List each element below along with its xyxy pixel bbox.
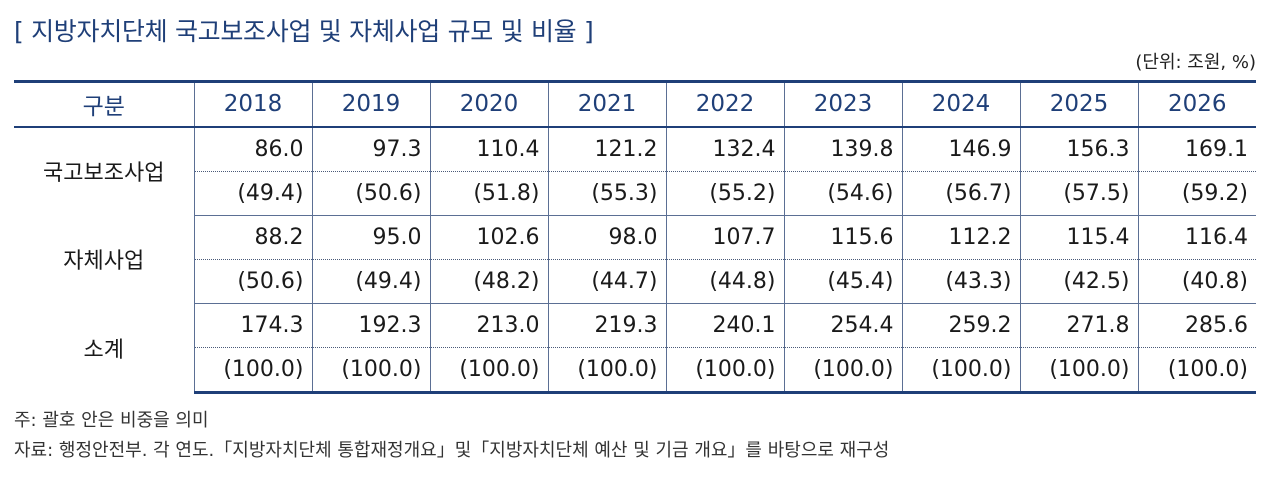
header-year: 2021: [547, 80, 666, 128]
value-cell: 271.8: [1019, 303, 1138, 348]
share-cell: (100.0): [429, 347, 548, 394]
share-cell: (54.6): [783, 171, 902, 216]
header-year: 2018: [193, 80, 312, 128]
value-cell: 110.4: [429, 126, 548, 172]
value-cell: 88.2: [193, 215, 312, 260]
value-cell: 98.0: [547, 215, 666, 260]
share-cell: (100.0): [547, 347, 666, 394]
table-title: [ 지방자치단체 국고보조사업 및 자체사업 규모 및 비율 ]: [14, 17, 594, 46]
table-row: 자체사업 88.2 95.0 102.6 98.0 107.7 115.6 11…: [14, 215, 1256, 274]
share-cell: (59.2): [1137, 171, 1256, 216]
value-cell: 132.4: [665, 126, 784, 172]
value-cell: 254.4: [783, 303, 902, 348]
table-row: (49.4) (50.6) (51.8) (55.3) (55.2) (54.6…: [14, 171, 1256, 216]
share-cell: (48.2): [429, 259, 548, 304]
value-cell: 174.3: [193, 303, 312, 348]
value-cell: 146.9: [901, 126, 1020, 172]
header-year: 2019: [311, 80, 430, 128]
share-cell: (44.7): [547, 259, 666, 304]
share-cell: (100.0): [665, 347, 784, 394]
share-cell: (100.0): [783, 347, 902, 394]
header-year: 2025: [1019, 80, 1138, 128]
value-cell: 112.2: [901, 215, 1020, 260]
share-cell: (50.6): [193, 259, 312, 304]
table-row: 국고보조사업 86.0 97.3 110.4 121.2 132.4 139.8…: [14, 126, 1256, 186]
value-cell: 139.8: [783, 126, 902, 172]
value-cell: 115.6: [783, 215, 902, 260]
share-cell: (44.8): [665, 259, 784, 304]
share-cell: (40.8): [1137, 259, 1256, 304]
value-cell: 121.2: [547, 126, 666, 172]
value-cell: 219.3: [547, 303, 666, 348]
share-cell: (51.8): [429, 171, 548, 216]
share-cell: (100.0): [311, 347, 430, 394]
share-cell: (57.5): [1019, 171, 1138, 216]
share-cell: (49.4): [193, 171, 312, 216]
share-cell: (55.3): [547, 171, 666, 216]
header-year: 2022: [665, 80, 784, 128]
value-cell: 285.6: [1137, 303, 1256, 348]
value-cell: 95.0: [311, 215, 430, 260]
share-cell: (100.0): [193, 347, 312, 394]
value-cell: 102.6: [429, 215, 548, 260]
share-cell: (49.4): [311, 259, 430, 304]
value-cell: 169.1: [1137, 126, 1256, 172]
value-cell: 192.3: [311, 303, 430, 348]
share-cell: (50.6): [311, 171, 430, 216]
value-cell: 86.0: [193, 126, 312, 172]
table-row: (50.6) (49.4) (48.2) (44.7) (44.8) (45.4…: [14, 259, 1256, 304]
share-cell: (100.0): [901, 347, 1020, 394]
header-year: 2023: [783, 80, 902, 128]
share-cell: (42.5): [1019, 259, 1138, 304]
source-text: 자료: 행정안전부. 각 연도.「지방자치단체 통합재정개요」및「지방자치단체 …: [14, 440, 890, 461]
header-year: 2026: [1137, 80, 1256, 128]
share-cell: (43.3): [901, 259, 1020, 304]
note-text: 주: 괄호 안은 비중을 의미: [14, 410, 209, 431]
value-cell: 115.4: [1019, 215, 1138, 260]
value-cell: 259.2: [901, 303, 1020, 348]
row-label: 소계: [83, 337, 124, 363]
header-row: 구분 2018 2019 2020 2021 2022 2023 2024 20…: [14, 80, 1256, 128]
unit-label: (단위: 조원, %): [1135, 52, 1256, 73]
value-cell: 97.3: [311, 126, 430, 172]
value-cell: 116.4: [1137, 215, 1256, 260]
share-cell: (45.4): [783, 259, 902, 304]
value-cell: 240.1: [665, 303, 784, 348]
row-label: 자체사업: [63, 249, 145, 274]
table-row: 소계 174.3 192.3 213.0 219.3 240.1 254.4 2…: [14, 303, 1256, 363]
share-cell: (55.2): [665, 171, 784, 216]
value-cell: 107.7: [665, 215, 784, 260]
share-cell: (100.0): [1019, 347, 1138, 394]
footnotes: 주: 괄호 안은 비중을 의미 자료: 행정안전부. 각 연도.「지방자치단체 …: [14, 406, 889, 466]
value-cell: 213.0: [429, 303, 548, 348]
share-cell: (100.0): [1137, 347, 1256, 394]
share-cell: (56.7): [901, 171, 1020, 216]
value-cell: 156.3: [1019, 126, 1138, 172]
header-category: 구분: [14, 80, 194, 128]
budget-table: 구분 2018 2019 2020 2021 2022 2023 2024 20…: [14, 80, 1256, 394]
header-year: 2024: [901, 80, 1020, 128]
table-row: (100.0) (100.0) (100.0) (100.0) (100.0) …: [14, 347, 1256, 394]
header-year: 2020: [429, 80, 548, 128]
row-label: 국고보조사업: [43, 161, 165, 187]
